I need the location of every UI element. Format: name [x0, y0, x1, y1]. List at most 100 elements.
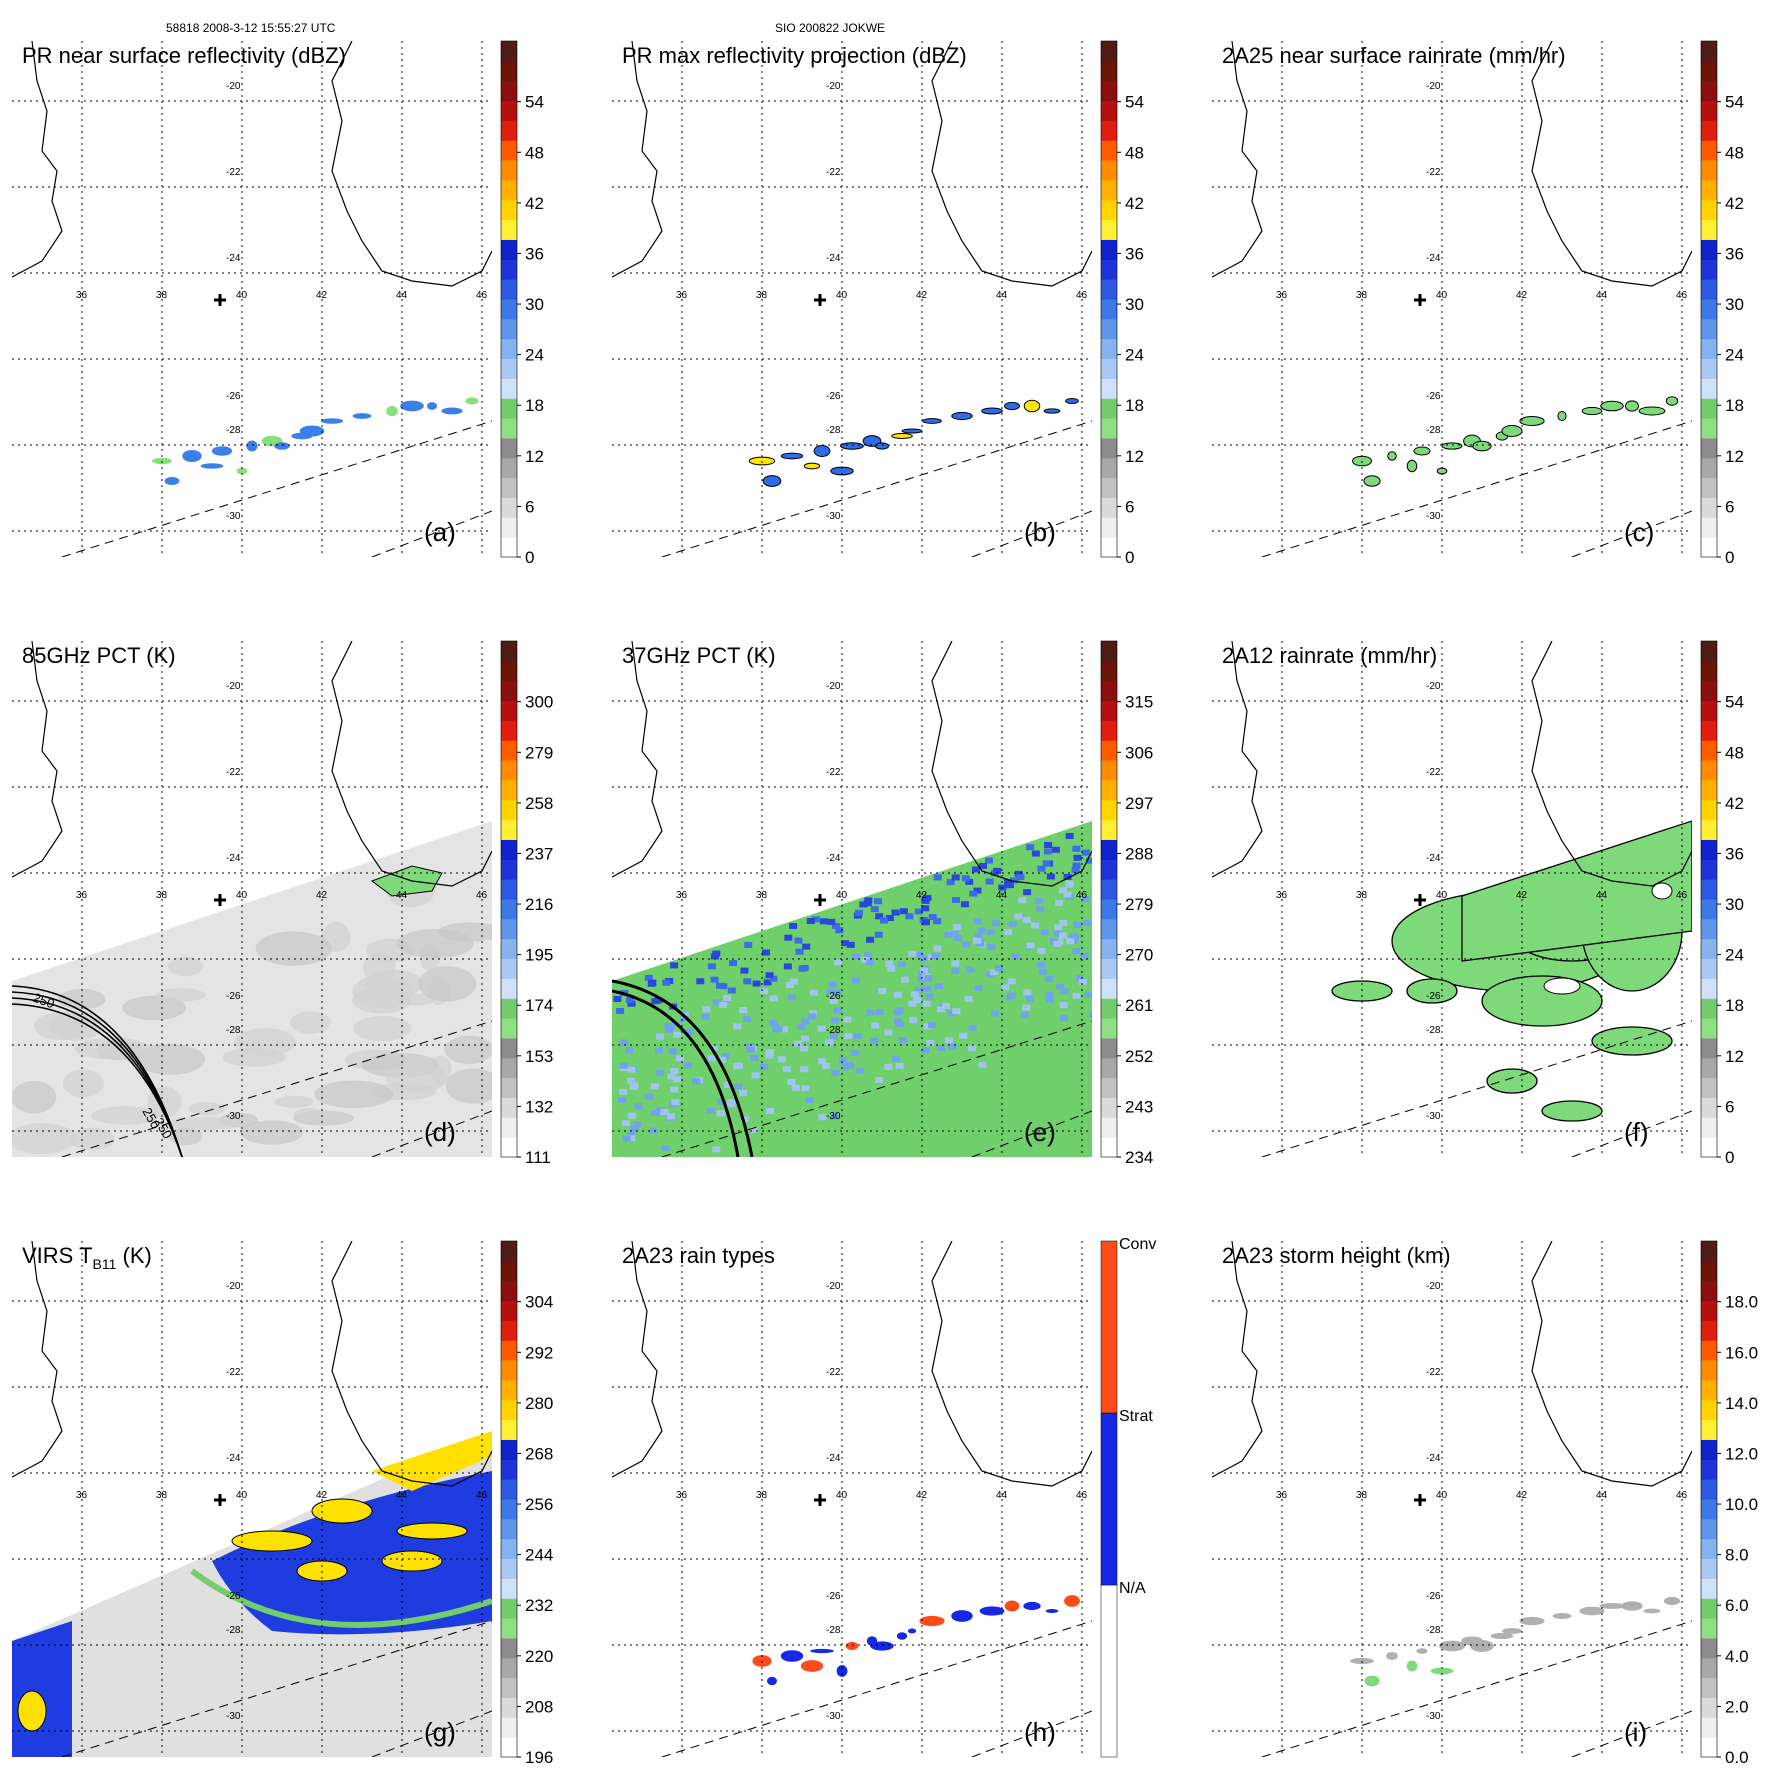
field-cell	[1036, 906, 1045, 913]
coastline-madagascar	[931, 1241, 1092, 1487]
field-cell	[799, 1045, 808, 1052]
panel-c: 36 38 40 42 44 46 -20 -22 -24 -26 -28 -30 2A25 near …	[1212, 40, 1744, 567]
field-cell	[627, 1112, 636, 1119]
panel-title: 85GHz PCT (K)	[22, 643, 176, 668]
field-cell	[1065, 880, 1074, 887]
field-cell	[801, 1085, 810, 1092]
rain-cell	[891, 433, 913, 439]
field-cell	[651, 998, 660, 1005]
colorbar-swatch	[1701, 1538, 1717, 1560]
colorbar-swatch	[501, 100, 517, 121]
field-cell	[396, 928, 474, 959]
colorbar-swatch	[1701, 199, 1717, 221]
cross-icon	[1414, 1494, 1426, 1506]
colorbar-tick: 36	[1725, 244, 1744, 263]
rain-cell	[1023, 399, 1041, 413]
rain-cell	[211, 446, 233, 456]
field-cell	[973, 937, 982, 944]
colorbar-tick: 208	[525, 1697, 553, 1716]
field-cell	[850, 1049, 859, 1056]
colorbar-swatch	[1701, 259, 1717, 280]
lon-label: 46	[1076, 290, 1088, 301]
colorbar-swatch	[501, 259, 517, 280]
field-cell	[765, 1049, 774, 1056]
colorbar-swatch	[1701, 760, 1717, 781]
rain-cell	[400, 400, 424, 412]
lon-label: 38	[756, 290, 768, 301]
colorbar-tick: 252	[1125, 1047, 1153, 1066]
field-cell	[394, 993, 435, 1006]
colorbar-tick: 6	[525, 497, 534, 516]
field-cell	[871, 1022, 880, 1029]
field-cell	[1045, 991, 1054, 998]
colorbar-swatch	[501, 1697, 517, 1718]
field-cell	[765, 1108, 774, 1115]
colorbar-tick: 24	[1125, 346, 1144, 365]
lat-label: -20	[826, 1281, 841, 1292]
field-cell	[994, 965, 1003, 972]
colorbar-tick: 232	[525, 1596, 553, 1615]
panel-letter: (a)	[424, 517, 456, 547]
field-cell	[838, 1057, 847, 1064]
lat-label: -26	[1426, 391, 1441, 402]
field-cell	[680, 1016, 689, 1023]
plot-area: 36 38 40 42 44 46 -20 -22 -24 -26 -28 -30	[12, 41, 492, 557]
field-cell	[665, 1027, 674, 1034]
colorbar-swatch	[1701, 338, 1717, 360]
field-cell	[1007, 978, 1016, 985]
field-cell	[1059, 887, 1068, 894]
colorbar-swatch	[1701, 80, 1717, 102]
colorbar-tick: 12.0	[1725, 1444, 1758, 1463]
rain-cell	[1638, 406, 1666, 416]
colorbar-swatch	[501, 660, 517, 682]
colorbar-tick: 30	[1725, 295, 1744, 314]
plot-area: 36 38 40 42 44 46 -20 -22 -24 -26 -28 -30	[612, 41, 1092, 557]
field-cell	[1004, 929, 1013, 936]
colorbar-swatch	[1701, 1320, 1717, 1341]
lat-label: -20	[226, 681, 241, 692]
field-cell	[925, 993, 934, 1000]
field-cell	[953, 934, 962, 941]
field-cell	[620, 1062, 629, 1069]
field-cell	[619, 1039, 628, 1046]
field-cell	[629, 1083, 638, 1090]
field-cell	[923, 894, 932, 901]
lat-label: -28	[1426, 425, 1441, 436]
field-cell	[985, 857, 994, 864]
lat-label: -22	[826, 1367, 841, 1378]
colorbar-tick: 6	[1725, 497, 1734, 516]
field-cell	[1022, 916, 1031, 923]
colorbar-swatch	[501, 1077, 517, 1098]
field-cell	[993, 867, 1002, 874]
field-cell	[675, 1055, 684, 1062]
field-cell	[830, 1017, 839, 1024]
colorbar-swatch	[501, 378, 517, 399]
lon-label: 36	[676, 890, 688, 901]
field-cell	[1031, 922, 1040, 929]
lat-label: -22	[226, 1367, 241, 1378]
contour-250	[612, 979, 754, 1157]
field-cell	[1046, 873, 1055, 880]
colorbar-tick: 24	[1725, 946, 1744, 965]
swath-edge	[661, 1020, 1092, 1157]
field-cell	[866, 936, 875, 943]
field-cell	[1072, 862, 1081, 869]
field-cell	[1059, 1002, 1068, 1009]
coastline-madagascar	[931, 41, 1092, 287]
colorbar-swatch	[1701, 179, 1717, 201]
colorbar-swatch	[501, 80, 517, 102]
field-cell	[765, 972, 774, 979]
field-cell	[763, 979, 772, 986]
rain-cell	[836, 1665, 848, 1677]
panel-letter: (e)	[1024, 1117, 1056, 1147]
colorbar-tick: 306	[1125, 743, 1153, 762]
field-cell	[628, 1131, 637, 1138]
field-cell	[931, 953, 940, 960]
colorbar-tick: 42	[1125, 194, 1144, 213]
field-cell	[1044, 841, 1053, 848]
field-cell	[878, 987, 887, 994]
field-cell	[644, 974, 653, 981]
rain-cell	[1519, 1616, 1545, 1626]
lat-label: -28	[226, 1625, 241, 1636]
cold-top	[396, 1522, 468, 1540]
